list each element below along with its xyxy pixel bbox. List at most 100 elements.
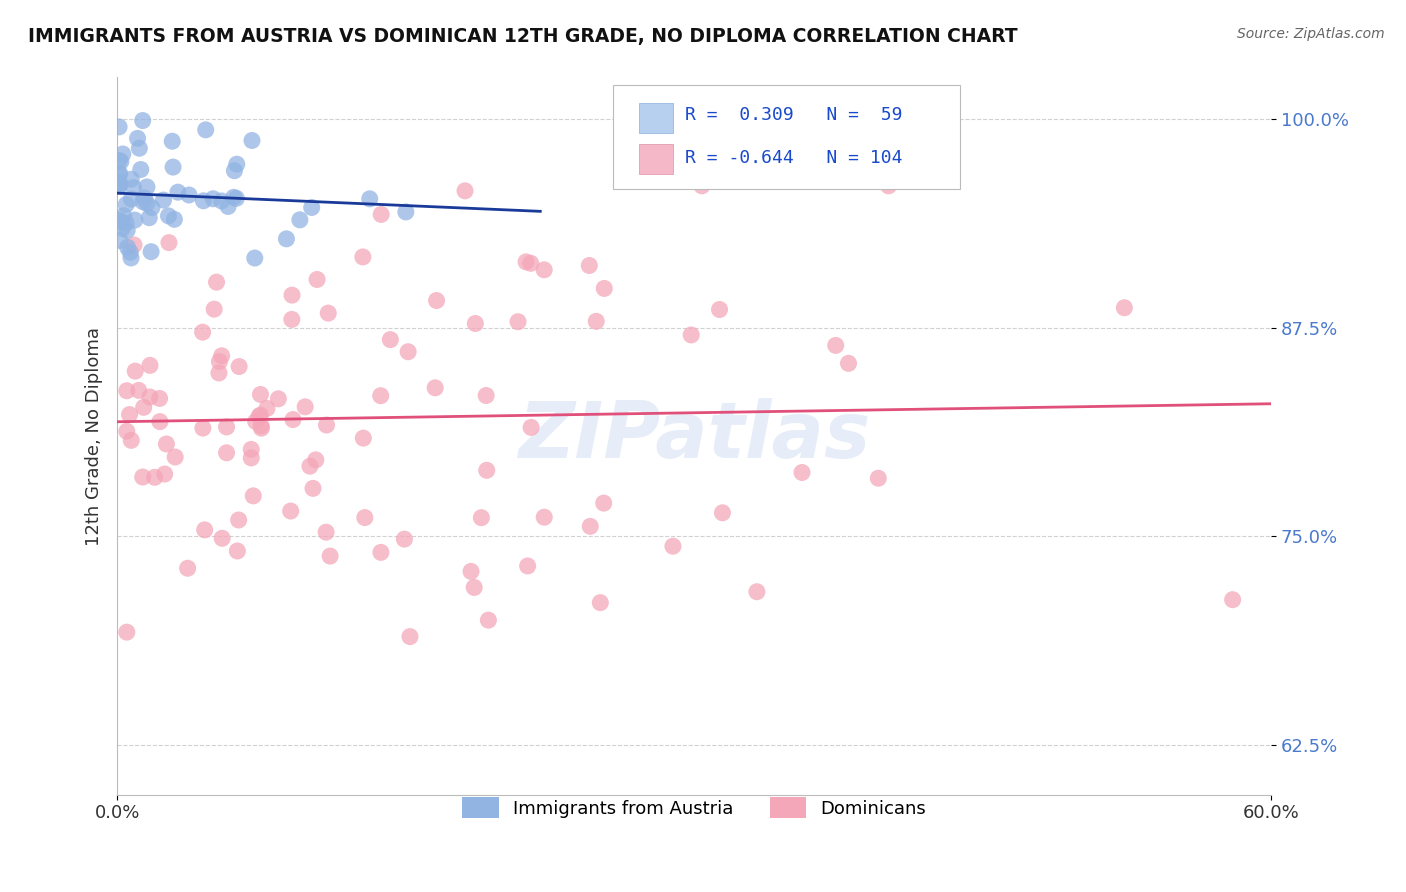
Point xyxy=(662,539,685,553)
Point xyxy=(163,212,186,227)
Point xyxy=(124,213,146,227)
Point xyxy=(128,384,150,398)
Point xyxy=(120,245,142,260)
Point xyxy=(108,213,131,227)
Point xyxy=(131,113,153,128)
Point xyxy=(136,180,159,194)
Point xyxy=(225,191,247,205)
Point xyxy=(122,238,145,252)
Point xyxy=(516,558,538,573)
Point xyxy=(108,167,131,181)
Point xyxy=(475,388,498,402)
Point xyxy=(533,263,555,277)
Point xyxy=(108,153,131,168)
Point xyxy=(394,532,416,546)
Point xyxy=(202,302,225,317)
Point xyxy=(215,420,238,434)
Point xyxy=(276,232,298,246)
Point xyxy=(256,401,278,416)
Point xyxy=(578,259,600,273)
Point xyxy=(359,192,381,206)
Point xyxy=(108,233,131,247)
Point xyxy=(208,366,231,380)
Point xyxy=(177,188,200,202)
Point xyxy=(425,381,447,395)
Point xyxy=(115,384,138,398)
Point xyxy=(152,193,174,207)
Point xyxy=(225,157,247,171)
Point xyxy=(515,255,537,269)
Point xyxy=(302,481,325,495)
Point xyxy=(124,364,146,378)
Point xyxy=(837,356,859,370)
Text: ZIPatlas: ZIPatlas xyxy=(517,398,870,474)
Point xyxy=(155,437,177,451)
Point xyxy=(352,250,374,264)
Point xyxy=(315,525,337,540)
Point xyxy=(135,196,157,211)
Point xyxy=(370,207,392,221)
Point xyxy=(138,211,160,225)
FancyBboxPatch shape xyxy=(613,85,959,188)
Point xyxy=(211,531,233,545)
Point xyxy=(470,510,492,524)
Point xyxy=(115,223,138,237)
Point xyxy=(301,201,323,215)
Point xyxy=(593,281,616,295)
Text: R =  0.309   N =  59: R = 0.309 N = 59 xyxy=(685,106,903,124)
Point xyxy=(222,190,245,204)
Point xyxy=(132,401,155,415)
Point xyxy=(228,359,250,374)
Point xyxy=(370,389,392,403)
Point xyxy=(1114,301,1136,315)
Point xyxy=(127,131,149,145)
Point xyxy=(1222,592,1244,607)
FancyBboxPatch shape xyxy=(638,103,673,133)
Point xyxy=(211,349,233,363)
Point xyxy=(281,412,304,426)
Point xyxy=(454,184,477,198)
Point xyxy=(139,390,162,404)
Point xyxy=(463,581,485,595)
Point xyxy=(111,147,134,161)
Point xyxy=(149,415,172,429)
FancyBboxPatch shape xyxy=(638,145,673,174)
Point xyxy=(215,446,238,460)
Point xyxy=(165,450,187,464)
Point xyxy=(242,489,264,503)
Point xyxy=(267,392,290,406)
Point xyxy=(249,408,271,422)
Text: R = -0.644   N = 104: R = -0.644 N = 104 xyxy=(685,149,903,167)
Point xyxy=(395,205,418,219)
Point xyxy=(240,442,263,457)
Point xyxy=(108,178,131,193)
Point xyxy=(868,471,890,485)
Point xyxy=(352,431,374,445)
Text: Source: ZipAtlas.com: Source: ZipAtlas.com xyxy=(1237,27,1385,41)
Point xyxy=(129,162,152,177)
Point xyxy=(790,466,813,480)
Point xyxy=(120,192,142,206)
Point xyxy=(122,180,145,194)
Point xyxy=(228,513,250,527)
Point xyxy=(307,272,329,286)
Y-axis label: 12th Grade, No Diploma: 12th Grade, No Diploma xyxy=(86,326,103,546)
Point xyxy=(745,584,768,599)
Point xyxy=(108,167,131,181)
Point xyxy=(194,523,217,537)
Point xyxy=(110,214,132,228)
Point xyxy=(128,141,150,155)
Point xyxy=(208,354,231,368)
Point xyxy=(132,194,155,209)
Point xyxy=(396,344,419,359)
Point xyxy=(281,312,304,326)
Point xyxy=(533,510,555,524)
Point xyxy=(134,191,156,205)
Point xyxy=(217,199,239,213)
Point xyxy=(460,565,482,579)
Point xyxy=(425,293,447,308)
Point xyxy=(108,175,131,189)
Point xyxy=(153,467,176,481)
Point xyxy=(176,561,198,575)
Point xyxy=(711,506,734,520)
